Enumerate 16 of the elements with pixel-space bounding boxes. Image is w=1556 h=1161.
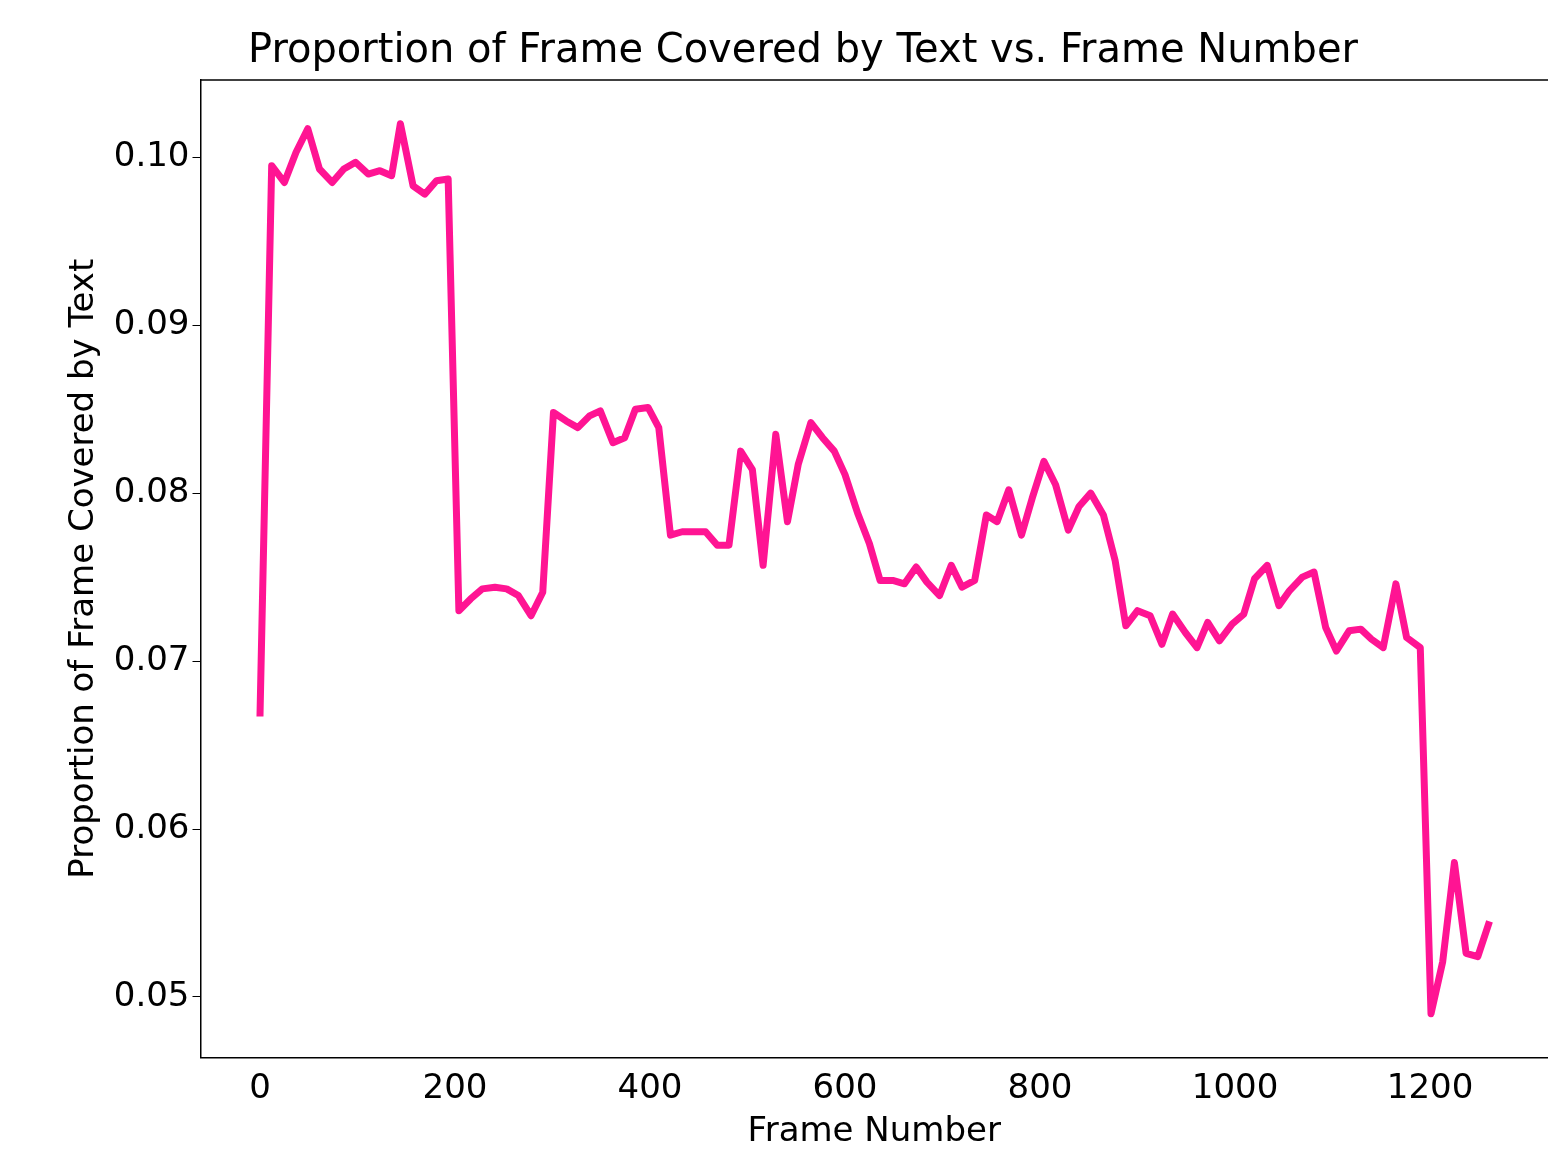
y-tick-label: 0.09 (113, 302, 190, 343)
y-tick-label: 0.10 (113, 134, 190, 175)
x-tick-label: 1000 (1191, 1065, 1279, 1106)
y-tick-label: 0.08 (113, 469, 190, 510)
x-axis-title: Frame Number (747, 1109, 1001, 1150)
y-tick-label: 0.06 (113, 805, 190, 846)
x-tick-label: 800 (1007, 1065, 1073, 1106)
x-tick-label: 400 (617, 1065, 683, 1106)
x-tick-label: 0 (249, 1065, 271, 1106)
x-tick-label: 600 (812, 1065, 878, 1106)
y-axis-title: Proportion of Frame Covered by Text (61, 258, 102, 879)
chart-title: Proportion of Frame Covered by Text vs. Frame Number (247, 25, 1359, 72)
x-tick-label: 1200 (1386, 1065, 1474, 1106)
y-tick-label: 0.07 (113, 637, 190, 678)
x-tick-label: 200 (422, 1065, 488, 1106)
y-tick-label: 0.05 (113, 973, 190, 1014)
